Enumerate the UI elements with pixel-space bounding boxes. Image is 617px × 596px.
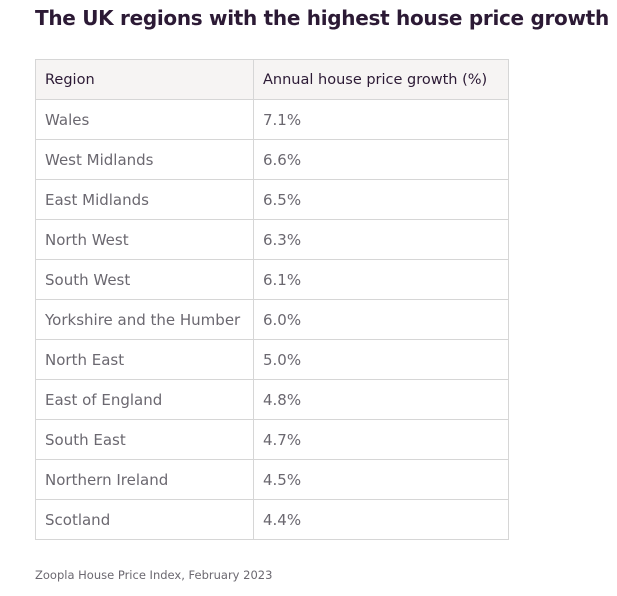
house-price-table: Region Annual house price growth (%) Wal… bbox=[35, 59, 509, 540]
table-row: Scotland 4.4% bbox=[35, 499, 509, 540]
table-row: North West 6.3% bbox=[35, 219, 509, 260]
table-header-row: Region Annual house price growth (%) bbox=[35, 59, 509, 100]
region-cell: North West bbox=[35, 219, 254, 260]
growth-cell: 4.4% bbox=[253, 499, 509, 540]
region-cell: East of England bbox=[35, 379, 254, 420]
header-region: Region bbox=[35, 59, 254, 100]
growth-cell: 6.6% bbox=[253, 139, 509, 180]
table-row: South East 4.7% bbox=[35, 419, 509, 460]
table-row: South West 6.1% bbox=[35, 259, 509, 300]
growth-cell: 5.0% bbox=[253, 339, 509, 380]
growth-cell: 6.0% bbox=[253, 299, 509, 340]
growth-cell: 4.7% bbox=[253, 419, 509, 460]
region-cell: Northern Ireland bbox=[35, 459, 254, 500]
table-row: East of England 4.8% bbox=[35, 379, 509, 420]
growth-cell: 6.1% bbox=[253, 259, 509, 300]
region-cell: East Midlands bbox=[35, 179, 254, 220]
growth-cell: 6.3% bbox=[253, 219, 509, 260]
growth-cell: 4.8% bbox=[253, 379, 509, 420]
region-cell: Scotland bbox=[35, 499, 254, 540]
table-row: Northern Ireland 4.5% bbox=[35, 459, 509, 500]
source-caption: Zoopla House Price Index, February 2023 bbox=[35, 568, 273, 582]
region-cell: West Midlands bbox=[35, 139, 254, 180]
region-cell: Wales bbox=[35, 99, 254, 140]
table-row: Wales 7.1% bbox=[35, 99, 509, 140]
growth-cell: 7.1% bbox=[253, 99, 509, 140]
table-row: West Midlands 6.6% bbox=[35, 139, 509, 180]
growth-cell: 6.5% bbox=[253, 179, 509, 220]
header-growth: Annual house price growth (%) bbox=[253, 59, 509, 100]
table-row: Yorkshire and the Humber 6.0% bbox=[35, 299, 509, 340]
table-row: North East 5.0% bbox=[35, 339, 509, 380]
region-cell: North East bbox=[35, 339, 254, 380]
table-row: East Midlands 6.5% bbox=[35, 179, 509, 220]
region-cell: Yorkshire and the Humber bbox=[35, 299, 254, 340]
growth-cell: 4.5% bbox=[253, 459, 509, 500]
region-cell: South East bbox=[35, 419, 254, 460]
region-cell: South West bbox=[35, 259, 254, 300]
page-title: The UK regions with the highest house pr… bbox=[35, 6, 609, 30]
